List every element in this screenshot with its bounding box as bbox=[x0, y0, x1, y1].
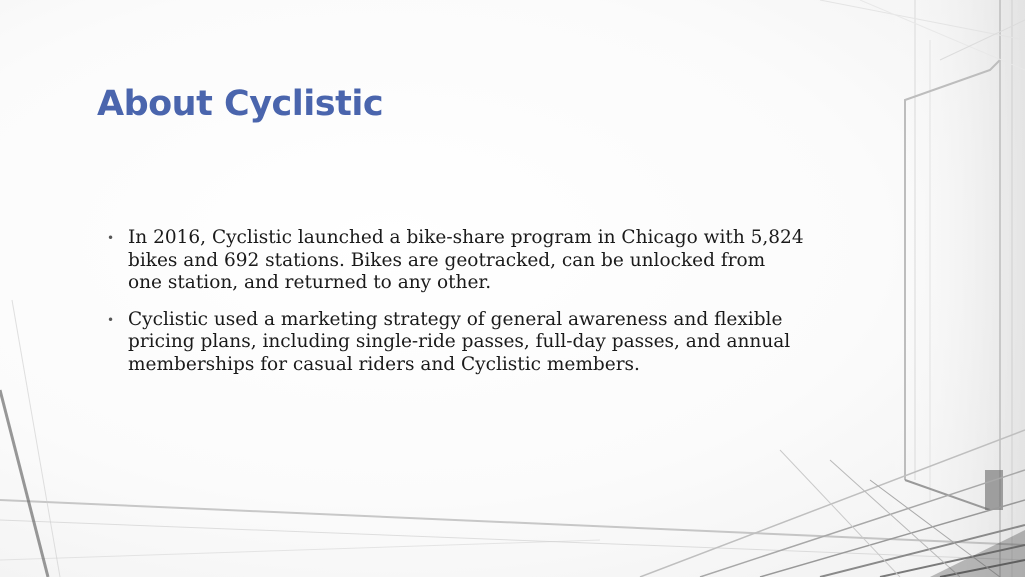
bullet-item: • In 2016, Cyclistic launched a bike-sha… bbox=[104, 227, 804, 295]
bullet-list: • In 2016, Cyclistic launched a bike-sha… bbox=[104, 227, 804, 390]
bullet-marker: • bbox=[107, 312, 115, 327]
bullet-marker: • bbox=[107, 231, 115, 245]
slide-title: About Cyclistic bbox=[97, 84, 384, 124]
bullet-text: In 2016, Cyclistic launched a bike-share… bbox=[128, 227, 804, 293]
bullet-item: • Cyclistic used a marketing strategy of… bbox=[104, 309, 804, 377]
bullet-text: Cyclistic used a marketing strategy of g… bbox=[128, 308, 791, 375]
